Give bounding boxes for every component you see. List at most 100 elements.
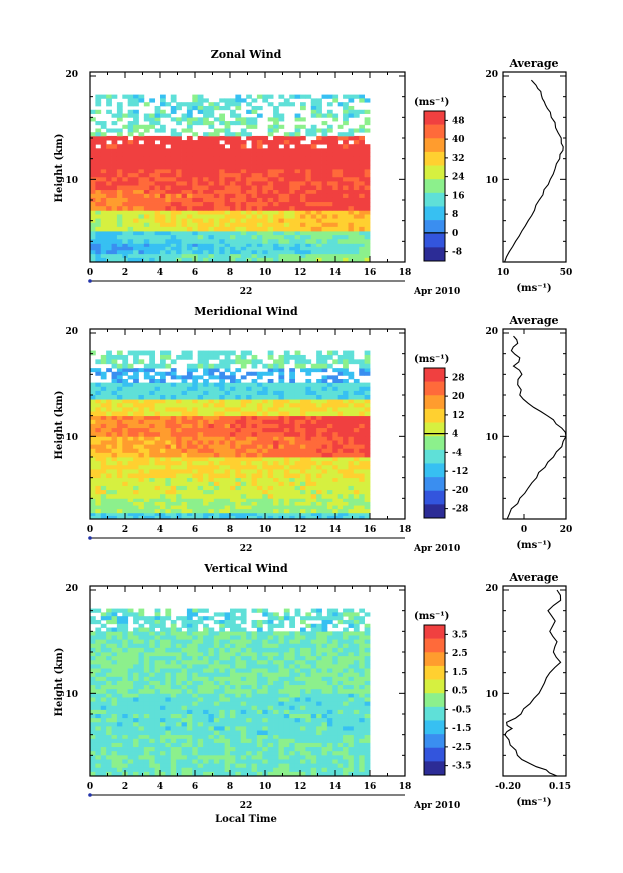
heatmap-cell (278, 440, 285, 445)
heatmap-cell (267, 415, 274, 421)
heatmap-cell (170, 490, 177, 495)
heatmap-cell (133, 763, 139, 769)
average-profile-line (504, 79, 564, 263)
heatmap-cell (332, 505, 339, 510)
heatmap-cell (100, 693, 107, 698)
heatmap-cell (326, 235, 333, 240)
heatmap-cell (256, 173, 263, 178)
heatmap-cell (197, 714, 204, 719)
heatmap-cell (359, 415, 366, 421)
heatmap-cell (326, 423, 333, 429)
heatmap-cell (235, 501, 242, 506)
heatmap-cell (127, 705, 134, 711)
heatmap-cell (208, 152, 215, 157)
heatmap-cell (305, 457, 312, 462)
heatmap-cell (326, 160, 333, 166)
heatmap-cell (359, 226, 366, 232)
heatmap-cell (106, 359, 112, 365)
heatmap-cell (143, 515, 150, 520)
heatmap-cell (359, 481, 366, 487)
heatmap-cell (364, 709, 371, 715)
heatmap-cell (278, 193, 285, 199)
heatmap-cell (305, 714, 312, 719)
heatmap-cell (186, 763, 193, 769)
colorbar-swatch (424, 111, 445, 125)
heatmap-cell (262, 714, 269, 719)
heatmap-cell (224, 767, 231, 773)
heatmap-cell (364, 755, 371, 760)
heatmap-cell (300, 185, 306, 191)
heatmap-cell (246, 738, 252, 744)
heatmap-cell (203, 481, 209, 487)
heatmap-cell (165, 140, 172, 145)
heatmap-cell (246, 218, 252, 224)
heatmap-cell (111, 218, 118, 224)
heatmap-cell (278, 457, 285, 462)
heatmap-cell (278, 257, 285, 263)
heatmap-cell (348, 218, 355, 224)
heatmap-cell (208, 368, 215, 373)
heatmap-cell (95, 243, 102, 248)
heatmap-cell (246, 94, 252, 99)
heatmap-cell (176, 148, 182, 153)
heatmap-cell (197, 105, 204, 111)
heatmap-cell (224, 390, 231, 396)
zonal-avg-xtick-0: 10 (497, 268, 510, 278)
heatmap-cell (176, 755, 182, 760)
heatmap-cell (283, 759, 290, 764)
heatmap-cell (235, 181, 242, 186)
heatmap-cell (353, 709, 360, 715)
heatmap-cell (240, 181, 247, 186)
heatmap-cell (343, 395, 349, 400)
heatmap-cell (294, 243, 301, 248)
heatmap-cell (348, 231, 355, 236)
heatmap-cell (219, 505, 226, 510)
heatmap-cell (176, 253, 182, 259)
heatmap-cell (192, 246, 199, 251)
heatmap-cell (316, 734, 322, 740)
heatmap-cell (116, 771, 123, 777)
heatmap-cell (143, 490, 150, 495)
heatmap-cell (230, 386, 236, 392)
heatmap-cell (278, 407, 285, 412)
average-profile-line (506, 335, 567, 520)
heatmap-cell (294, 181, 301, 186)
heatmap-cell (224, 132, 231, 137)
heatmap-cell (95, 173, 102, 178)
heatmap-cell (278, 243, 285, 248)
heatmap-cell (262, 448, 269, 454)
heatmap-cell (224, 202, 231, 207)
heatmap-cell (316, 239, 322, 244)
heatmap-cell (208, 705, 215, 711)
heatmap-cell (186, 423, 193, 429)
heatmap-cell (197, 411, 204, 417)
heatmap-cell (246, 714, 252, 719)
heatmap-cell (262, 210, 269, 215)
heatmap-cell (186, 202, 193, 207)
heatmap-cell (165, 193, 172, 199)
heatmap-cell (289, 382, 296, 388)
heatmap-cell (278, 498, 285, 503)
heatmap-cell (122, 193, 129, 199)
heatmap-cell (246, 490, 252, 495)
heatmap-cell (348, 250, 355, 255)
heatmap-cell (116, 152, 123, 157)
heatmap-cell (170, 432, 177, 437)
heatmap-cell (359, 448, 366, 454)
heatmap-cell (203, 189, 209, 195)
heatmap-cell (160, 185, 166, 191)
heatmap-cell (95, 94, 102, 99)
heatmap-cell (256, 428, 263, 433)
heatmap-cell (143, 102, 150, 107)
heatmap-cell (240, 481, 247, 487)
heatmap-cell (116, 132, 123, 137)
heatmap-cell (219, 415, 226, 421)
heatmap-cell (143, 160, 150, 166)
heatmap-cell (100, 390, 107, 396)
heatmap-cell (359, 246, 366, 251)
heatmap-cell (273, 368, 279, 373)
heatmap-cell (165, 354, 172, 360)
heatmap-cell (289, 742, 296, 748)
heatmap-cell (235, 742, 242, 748)
heatmap-cell (256, 693, 263, 698)
